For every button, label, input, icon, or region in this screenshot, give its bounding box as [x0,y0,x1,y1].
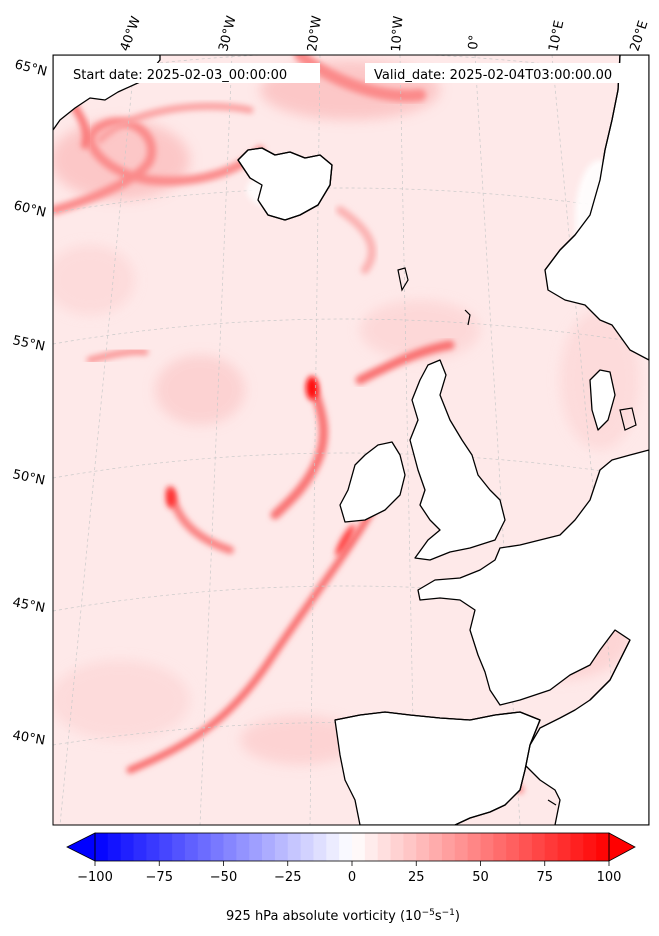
lat-label-60n: 60°N [12,198,47,220]
map-frame [52,54,650,826]
colorbar-segment [429,833,443,861]
low-vorticity-land-areas [247,160,637,810]
lat-label-50n: 50°N [11,467,46,488]
colorbar-title-exp1: −5 [422,908,435,918]
colorbar-tick-label: 75 [536,870,553,885]
colorbar-segment [107,833,122,861]
vorticity-maxima [166,376,355,556]
colorbar-tick-label: −25 [274,870,301,885]
lon-label-40w: 40°W [118,14,144,53]
colorbar-tick-label: 50 [472,870,489,885]
colorbar-segment [557,833,571,861]
colorbar-tick-label: 25 [408,870,425,885]
colorbar-segment [583,833,597,861]
colorbar-title-main: 925 hPa absolute vorticity (10 [226,909,422,924]
colorbar-segment [249,833,263,861]
longitude-labels: 40°W 30°W 20°W 10°W 0° 10°E 20°E [118,14,652,53]
colorbar-max-extend [608,832,636,862]
colorbar-segment [197,833,212,861]
small-islands [397,267,637,806]
colorbar-segment [274,833,289,861]
colorbar-tick-label: −100 [77,870,113,885]
lon-label-10e: 10°E [546,19,567,53]
colorbar-segment [416,833,430,861]
lat-label-55n: 55°N [11,333,46,354]
colorbar-tick-label: 0 [348,870,356,885]
colorbar-segment [493,833,507,861]
colorbar-segment [480,833,494,861]
colorbar-segment [377,833,392,861]
colorbar-title-close: ) [455,909,460,924]
lat-label-45n: 45°N [11,595,46,616]
colorbar-tick-label: −50 [210,870,237,885]
colorbar-segment [95,833,109,861]
colorbar-segment [441,833,456,861]
lat-label-65n: 65°N [13,57,48,79]
colorbar-segment [120,833,135,861]
colorbar-ticks: −100 −75 −50 −25 0 25 50 75 100 [77,861,621,885]
colorbar-segment [223,833,237,861]
colorbar-segment [339,833,353,861]
lat-label-40n: 40°N [11,728,46,748]
colorbar-segment [146,833,160,861]
lon-label-30w: 30°W [216,14,239,53]
colorbar-title-mid: s [435,909,442,924]
lon-label-10w: 10°W [389,15,406,52]
lon-label-0: 0° [466,34,482,50]
colorbar-segment [544,833,559,861]
colorbar [66,832,636,862]
colorbar-segment [326,833,340,861]
colorbar-tick-label: 100 [597,870,622,885]
colorbar-segment [236,833,250,861]
colorbar-segment [159,833,173,861]
colorbar-segment [313,833,327,861]
map-panel [53,55,649,825]
colorbar-segment [210,833,224,861]
colorbar-segment [172,833,186,861]
colorbar-title-exp2: −1 [442,908,455,918]
colorbar-tick-label: −75 [146,870,173,885]
colorbar-segment [531,833,546,861]
colorbar-segment [390,833,404,861]
colorbar-segment [300,833,314,861]
valid-date-label: Valid_date: 2025-02-04T03:00:00.00 [374,68,612,83]
colorbar-segment [184,833,199,861]
lon-label-20w: 20°W [305,15,325,53]
colorbar-segment [596,833,610,861]
colorbar-segment [506,833,520,861]
start-date-label: Start date: 2025-02-03_00:00:00 [73,68,287,83]
lon-label-20e: 20°E [628,19,652,53]
colorbar-segment [454,833,469,861]
colorbar-segment [133,833,147,861]
latitude-labels: 65°N 60°N 55°N 50°N 45°N 40°N [11,57,48,748]
colorbar-title: 925 hPa absolute vorticity (10−5s−1) [226,908,460,924]
denmark-baltic-coast [589,369,616,431]
colorbar-segment [403,833,417,861]
colorbar-segment [262,833,276,861]
land-coast-overlay [237,55,631,825]
great-britain-coast [409,359,506,561]
colorbar-segment [287,833,302,861]
ireland-coast [339,441,406,523]
colorbar-segment [519,833,533,861]
colorbar-segment [467,833,481,861]
colorbar-segment [352,833,366,861]
colorbar-segment [364,833,379,861]
colorbar-segment [570,833,584,861]
colorbar-min-extend [66,832,96,862]
